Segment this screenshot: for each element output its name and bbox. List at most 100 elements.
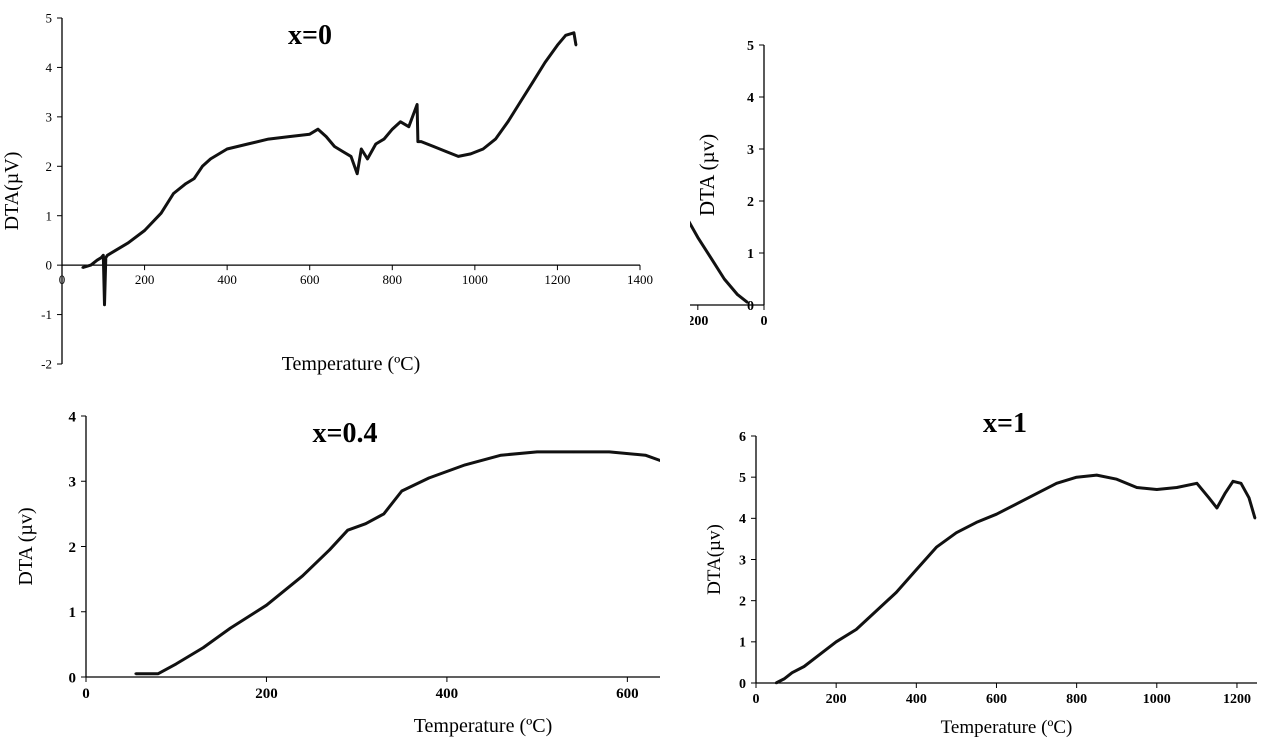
y-tick-label: 0 xyxy=(739,677,746,692)
data-point xyxy=(341,150,344,153)
data-point xyxy=(519,100,522,104)
data-point xyxy=(1075,476,1078,479)
data-point xyxy=(1175,486,1178,489)
y-tick-label: 4 xyxy=(46,60,53,75)
y-tick-label: 3 xyxy=(69,475,77,491)
chart-svg-x1: 0 1 2 3 4 5 6 0 200 400 600 800 1000 1200 x=1 Temperatu… xyxy=(704,408,1257,738)
data-point xyxy=(201,165,204,168)
y-tick-label: 0 xyxy=(46,258,53,273)
chart-svg-x0: -2 -1 0 1 2 3 4 5 0 200 400 600 800 1000 1200 1400 x=0 Te… xyxy=(1,11,653,375)
data-point xyxy=(103,303,106,306)
y-tick-label: -1 xyxy=(41,307,52,322)
data-point xyxy=(106,254,109,257)
chart-title: x=1 xyxy=(983,408,1027,439)
x-tick-label: 400 xyxy=(436,686,459,702)
data-point xyxy=(391,128,394,131)
y-tick-label: 5 xyxy=(46,11,53,26)
y-tick-label: 0 xyxy=(69,670,77,686)
data-point xyxy=(457,155,460,158)
data-point xyxy=(432,145,435,148)
data-point xyxy=(543,61,547,64)
data-point xyxy=(267,137,270,141)
y-tick-label: 5 xyxy=(739,471,746,486)
data-point xyxy=(469,152,472,156)
data-point xyxy=(192,177,196,180)
y-tick-label: 4 xyxy=(739,512,746,527)
y-tick-label: 2 xyxy=(69,540,77,556)
data-point xyxy=(506,120,510,124)
data-point xyxy=(246,142,249,146)
data-point xyxy=(782,677,786,681)
data-point xyxy=(382,137,386,141)
data-point xyxy=(325,135,328,138)
data-point xyxy=(126,241,130,245)
x-tick-label: 800 xyxy=(1066,692,1087,707)
x-tick-label: 200 xyxy=(135,272,155,287)
data-point xyxy=(975,521,978,524)
x-axis-label: Temperature (ºC) xyxy=(414,715,553,737)
y-tick-label: 3 xyxy=(747,143,754,158)
data-point xyxy=(1055,482,1058,485)
y-tick-label: 6 xyxy=(739,430,746,445)
data-point xyxy=(556,44,559,47)
data-point xyxy=(463,463,467,467)
x-tick-label: 600 xyxy=(616,686,639,702)
x-tick-label: 1000 xyxy=(462,272,488,287)
data-point xyxy=(1015,502,1018,506)
data-point xyxy=(400,489,403,493)
data-point xyxy=(265,604,268,607)
data-point xyxy=(531,81,534,84)
y-axis-label: DTA(µv) xyxy=(704,524,725,595)
data-point xyxy=(175,662,178,666)
chart-panel-x02: 01234502004006008001000x =0.2Temperature… xyxy=(690,0,1262,390)
data-point xyxy=(644,454,647,457)
data-point xyxy=(159,212,163,215)
data-point xyxy=(995,513,998,516)
data-point xyxy=(802,665,806,668)
y-tick-label: 2 xyxy=(739,595,746,610)
x-axis-label: Temperature (ºC) xyxy=(282,353,421,375)
y-tick-label: 1 xyxy=(739,636,746,651)
data-point xyxy=(564,34,567,37)
data-point xyxy=(1223,492,1227,495)
data-point xyxy=(1035,492,1038,495)
data-point xyxy=(746,301,749,304)
y-tick-label: -2 xyxy=(41,357,52,372)
data-point xyxy=(399,120,402,124)
x-tick-label: 200 xyxy=(826,692,847,707)
data-point xyxy=(723,277,726,281)
data-point xyxy=(855,628,858,631)
x-tick-label: 0 xyxy=(753,692,760,707)
data-point xyxy=(499,454,503,457)
data-point xyxy=(1095,473,1098,477)
data-point xyxy=(535,450,539,454)
data-point xyxy=(157,672,160,675)
y-tick-label: 1 xyxy=(69,605,77,621)
data-point xyxy=(209,157,212,161)
data-point xyxy=(102,254,105,257)
data-point xyxy=(709,257,713,260)
data-point xyxy=(574,44,578,47)
data-point xyxy=(356,172,359,175)
chart-panel-x0: -2 -1 0 1 2 3 4 5 0 200 400 600 800 1000 1200 1400 x=0 Te… xyxy=(0,0,660,390)
dta-series-line xyxy=(135,450,660,676)
data-point xyxy=(1135,486,1138,489)
data-point xyxy=(1115,478,1118,481)
data-point xyxy=(382,512,385,516)
data-point xyxy=(1239,482,1243,485)
x-tick-label: 400 xyxy=(217,272,237,287)
data-point xyxy=(481,147,485,151)
data-point xyxy=(81,266,84,269)
data-point xyxy=(427,476,431,480)
x-tick-label: 1200 xyxy=(544,272,570,287)
x-tick-label: 1400 xyxy=(627,272,653,287)
data-point xyxy=(420,140,423,143)
data-point xyxy=(444,150,448,153)
data-point xyxy=(114,249,117,252)
data-point xyxy=(287,135,291,138)
data-point xyxy=(328,548,331,551)
data-point xyxy=(774,681,778,685)
x-tick-label: 200 xyxy=(690,314,708,329)
